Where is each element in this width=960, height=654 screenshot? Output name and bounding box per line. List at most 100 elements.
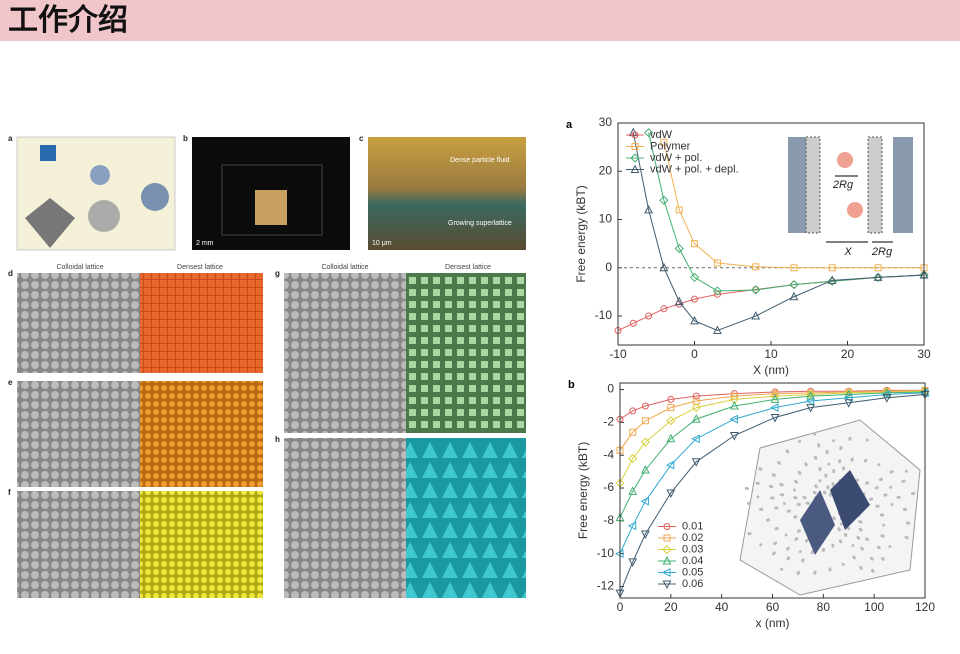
data-marker xyxy=(770,413,780,423)
panel-image xyxy=(406,438,526,598)
data-marker xyxy=(691,434,700,444)
polymer-brush xyxy=(867,136,883,234)
legend-label: vdW + pol. xyxy=(650,152,702,164)
particle xyxy=(818,467,822,471)
particle xyxy=(771,552,775,556)
panel-label: a xyxy=(8,134,13,143)
data-marker xyxy=(729,432,739,441)
panel-image xyxy=(17,381,140,487)
annotation: Dense particle fluid xyxy=(450,157,510,164)
inset-label: 2Rg xyxy=(871,246,893,258)
panel-image xyxy=(17,491,140,598)
y-tick-label: -8 xyxy=(603,513,614,527)
x-axis-label: x (nm) xyxy=(756,616,790,630)
panel-label: e xyxy=(8,378,13,387)
series-line xyxy=(620,393,925,594)
particle xyxy=(831,439,835,443)
particle xyxy=(864,458,868,462)
panel-image xyxy=(284,438,406,598)
particle xyxy=(890,502,894,506)
particle xyxy=(847,527,851,531)
particle xyxy=(859,528,863,532)
data-marker xyxy=(666,433,676,443)
particle xyxy=(823,490,827,494)
particle xyxy=(844,533,848,537)
particle xyxy=(779,482,783,486)
particle xyxy=(889,485,893,489)
series-line xyxy=(663,142,924,269)
particle xyxy=(782,502,786,506)
particle xyxy=(793,479,797,483)
particle xyxy=(796,529,800,533)
data-marker xyxy=(629,319,637,327)
particle xyxy=(758,467,762,471)
y-tick-label: 0 xyxy=(605,260,612,274)
particle xyxy=(866,538,870,542)
x-tick-label: 40 xyxy=(715,600,729,614)
crystal xyxy=(255,190,287,225)
slab xyxy=(893,137,913,233)
data-marker xyxy=(628,453,638,464)
legend-marker xyxy=(662,556,672,565)
particle xyxy=(871,569,875,573)
y-axis-label: Free energy (kBT) xyxy=(574,185,588,282)
particle xyxy=(824,473,828,477)
particle xyxy=(793,488,797,492)
particle xyxy=(805,501,809,505)
data-marker xyxy=(640,465,650,474)
panel-label: b xyxy=(568,379,575,391)
legend-label: 0.03 xyxy=(682,543,703,555)
inset-a xyxy=(788,136,913,243)
data-marker xyxy=(659,262,669,272)
vial xyxy=(221,164,323,236)
y-tick-label: -4 xyxy=(603,447,614,461)
particle xyxy=(907,521,911,525)
data-marker xyxy=(752,263,760,271)
particle xyxy=(747,532,751,536)
particle xyxy=(890,470,894,474)
particle xyxy=(870,497,874,501)
x-tick-label: 60 xyxy=(766,600,780,614)
legend-marker xyxy=(663,534,671,542)
particle xyxy=(773,542,777,546)
data-marker xyxy=(770,403,779,413)
particle xyxy=(856,478,860,482)
particle xyxy=(828,492,832,496)
data-marker xyxy=(729,414,738,424)
data-marker xyxy=(691,240,698,248)
data-marker xyxy=(667,395,675,403)
data-marker xyxy=(873,272,883,281)
panel-label: f xyxy=(8,488,11,497)
particle xyxy=(859,566,863,570)
particle xyxy=(875,486,879,490)
y-tick-label: -10 xyxy=(597,546,615,560)
series-line xyxy=(620,391,925,518)
legend-label: 0.01 xyxy=(682,520,703,532)
x-tick-label: 10 xyxy=(764,347,778,361)
polymer-brush xyxy=(805,136,821,234)
legend-marker xyxy=(631,131,639,139)
particle xyxy=(827,462,831,466)
data-marker xyxy=(627,521,637,531)
legend-label: vdW + pol. + depl. xyxy=(650,163,739,175)
data-marker xyxy=(640,437,651,447)
particle xyxy=(793,515,797,519)
particle xyxy=(801,559,805,563)
particle xyxy=(785,547,789,551)
particle-icon xyxy=(88,200,120,232)
particle xyxy=(798,550,802,554)
data-marker xyxy=(882,387,892,397)
particle xyxy=(813,571,817,575)
x-axis-label: X (nm) xyxy=(753,363,789,377)
particle xyxy=(831,482,835,486)
legend-label: Polymer xyxy=(650,140,691,152)
particle xyxy=(814,484,818,488)
x-tick-label: 120 xyxy=(915,600,935,614)
particle xyxy=(902,479,906,483)
x-tick-label: 100 xyxy=(864,600,884,614)
panel-image xyxy=(140,491,263,598)
data-marker xyxy=(660,305,668,313)
figure-left: a b c d e f g h Colloidal lattice Denses… xyxy=(8,134,526,598)
particle xyxy=(821,548,825,552)
particle xyxy=(852,556,856,560)
